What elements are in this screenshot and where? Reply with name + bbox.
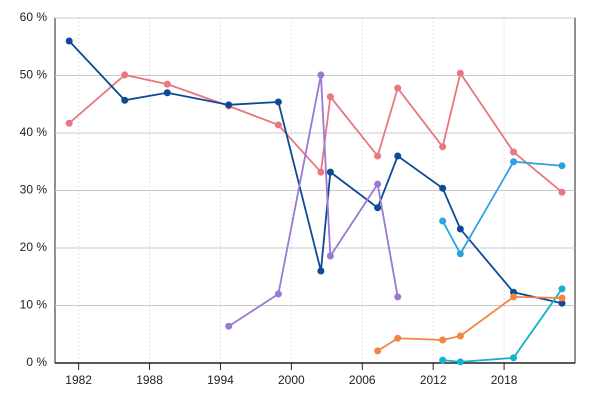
y-tick-label: 40 %	[20, 125, 48, 139]
point	[394, 293, 402, 301]
point	[456, 69, 464, 77]
point	[274, 98, 282, 106]
point	[456, 225, 464, 233]
point	[510, 293, 518, 301]
point	[394, 84, 402, 92]
point	[121, 96, 129, 104]
point	[456, 358, 464, 366]
x-tick-label: 1982	[65, 373, 92, 387]
point	[394, 152, 402, 160]
point	[456, 250, 464, 258]
point	[374, 204, 382, 212]
point	[317, 71, 325, 79]
point	[121, 71, 129, 79]
y-tick-label: 50 %	[20, 68, 48, 82]
point	[374, 180, 382, 188]
point	[558, 162, 566, 170]
x-tick-label: 2006	[349, 373, 376, 387]
point	[225, 101, 233, 109]
line	[228, 74, 399, 327]
point	[456, 332, 464, 340]
point	[558, 285, 566, 293]
point	[274, 290, 282, 298]
point	[439, 217, 447, 225]
point	[374, 152, 382, 160]
point	[225, 322, 233, 330]
point	[510, 158, 518, 166]
point	[439, 336, 447, 344]
point	[163, 89, 171, 97]
y-tick-label: 0 %	[26, 355, 47, 369]
point	[558, 299, 566, 307]
point	[510, 148, 518, 156]
y-tick-label: 10 %	[20, 298, 48, 312]
line	[442, 288, 563, 363]
point	[326, 252, 334, 260]
line	[377, 295, 563, 352]
point	[558, 188, 566, 196]
x-tick-label: 2012	[420, 373, 447, 387]
point	[163, 80, 171, 88]
x-tick-label: 1988	[136, 373, 163, 387]
y-tick-label: 20 %	[20, 240, 48, 254]
point	[326, 93, 334, 101]
point	[317, 168, 325, 176]
point	[558, 294, 566, 302]
point	[394, 334, 402, 342]
y-tick-label: 60 %	[20, 10, 48, 24]
point	[439, 356, 447, 364]
y-tick-label: 30 %	[20, 183, 48, 197]
point	[65, 37, 73, 45]
line	[441, 160, 563, 256]
point	[274, 121, 282, 129]
x-tick-label: 2018	[491, 373, 518, 387]
point	[326, 168, 334, 176]
point	[439, 184, 447, 192]
point	[439, 143, 447, 151]
point	[510, 354, 518, 362]
x-tick-label: 2000	[278, 373, 305, 387]
point	[65, 119, 73, 127]
x-tick-label: 1994	[207, 373, 234, 387]
point	[374, 347, 382, 355]
point	[317, 267, 325, 275]
